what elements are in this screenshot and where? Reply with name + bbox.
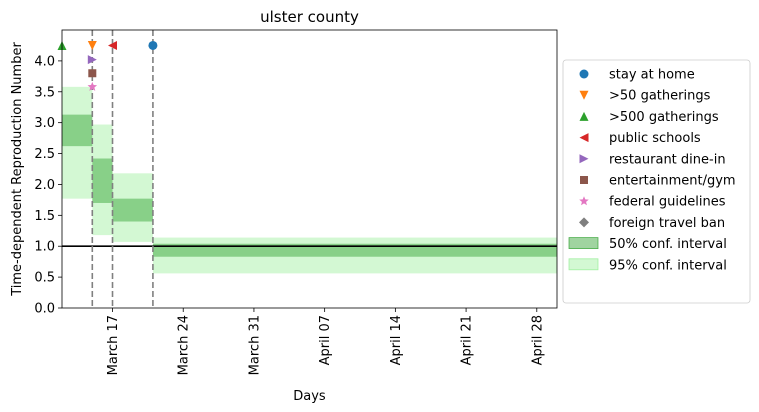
legend-label-7: foreign travel ban [609, 216, 725, 231]
chart-title: ulster county [260, 8, 359, 26]
legend-marker-6 [579, 196, 589, 206]
plot-area [57, 29, 558, 309]
plot-frame [61, 29, 558, 309]
y-axis-label: Time-dependent Reproduction Number [10, 42, 25, 297]
ci95-band-2 [112, 173, 153, 242]
event-marker-3 [108, 40, 118, 50]
legend: stay at home >50 gatherings >500 gathering… [562, 59, 751, 304]
legend-marker-5 [580, 176, 588, 184]
ci95-band-3 [152, 237, 557, 274]
legend-label-9: 95% conf. interval [609, 258, 727, 273]
legend-marker-0 [579, 69, 589, 79]
event-marker-1 [87, 40, 97, 50]
legend-patch-8 [568, 237, 599, 250]
x-tick-label-0: March 17 [106, 315, 121, 375]
x-tick-label-2: March 31 [247, 315, 262, 375]
legend-marker-4 [579, 154, 589, 164]
x-tick-label-5: April 21 [460, 315, 475, 365]
legend-label-3: public schools [609, 131, 701, 146]
legend-label-2: >500 gatherings [609, 110, 719, 125]
x-axis: March 17 March 24 March 31 April 07 April 14… [106, 308, 545, 375]
ci95-band-1 [92, 124, 113, 236]
legend-patch-9 [568, 258, 599, 271]
ci50-band-1 [92, 158, 113, 203]
event-marker-4 [87, 55, 97, 65]
legend-marker-3 [579, 133, 589, 143]
y-tick-label-5: 2.5 [34, 147, 55, 162]
ci95-bands [62, 86, 557, 274]
legend-label-6: federal guidelines [609, 195, 726, 210]
y-tick-label-2: 1.0 [34, 240, 55, 255]
y-tick-label-8: 4.0 [34, 54, 55, 69]
ci50-band-2 [112, 198, 153, 222]
y-tick-label-6: 3.0 [34, 116, 55, 131]
legend-label-4: restaurant dine-in [609, 152, 726, 167]
x-tick-label-1: March 24 [177, 315, 192, 375]
legend-label-8: 50% conf. interval [609, 237, 727, 252]
x-axis-label: Days [293, 389, 326, 404]
legend-marker-2 [579, 111, 589, 121]
legend-frame [562, 59, 751, 304]
y-tick-label-3: 1.5 [34, 209, 55, 224]
x-tick-label-6: April 28 [530, 315, 545, 365]
legend-marker-1 [579, 90, 589, 100]
event-marker-0 [148, 40, 158, 50]
x-tick-label-3: April 07 [318, 315, 333, 365]
y-tick-label-1: 0.5 [34, 271, 55, 286]
y-tick-label-0: 0.0 [34, 302, 55, 317]
ci50-band-0 [62, 114, 93, 147]
legend-label-5: entertainment/gym [609, 174, 736, 189]
ci95-band-0 [62, 86, 93, 199]
y-tick-label-4: 2.0 [34, 178, 55, 193]
legend-items: stay at home >50 gatherings >500 gathering… [568, 68, 736, 273]
x-tick-label-4: April 14 [389, 315, 404, 365]
y-axis: 0.0 0.5 1.0 1.5 2.0 2.5 3.0 3.5 4.0 [34, 54, 62, 317]
event-marker-5 [88, 69, 97, 78]
event-marker-6 [87, 81, 98, 91]
legend-label-1: >50 gatherings [609, 89, 711, 104]
legend-label-0: stay at home [609, 68, 695, 83]
event-markers [57, 40, 158, 91]
y-tick-label-7: 3.5 [34, 85, 55, 100]
legend-marker-7 [579, 217, 589, 228]
